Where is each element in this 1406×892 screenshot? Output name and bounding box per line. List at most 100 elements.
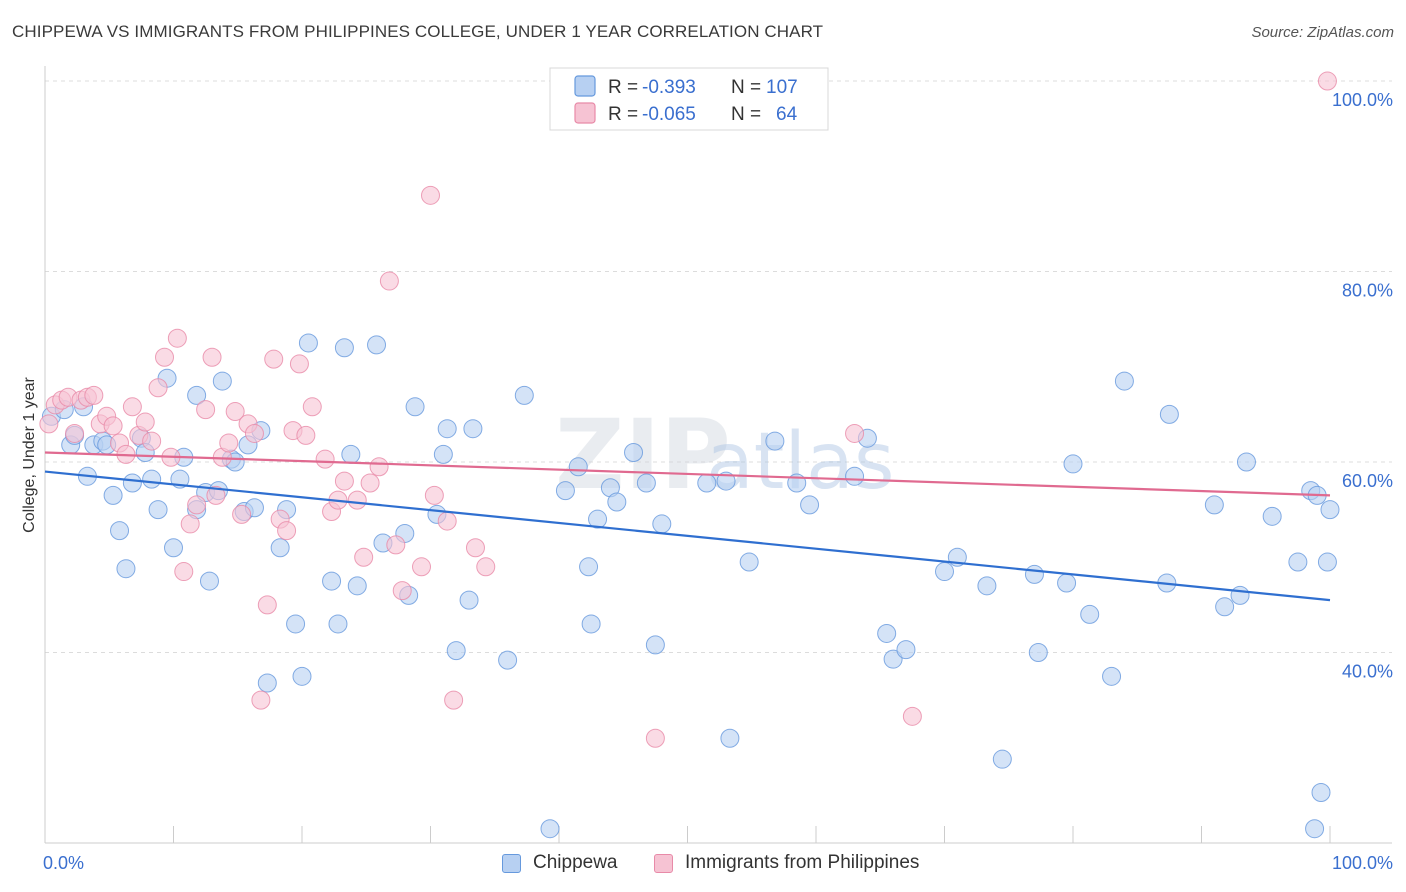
- data-point: [347, 576, 367, 596]
- data-point: [1262, 506, 1282, 526]
- legend-n-label-1: N =: [731, 77, 761, 98]
- y-tick-label: 100.0%: [1332, 90, 1393, 110]
- gridlines: [45, 80, 1392, 654]
- data-point: [164, 538, 183, 558]
- data-point: [1320, 500, 1340, 520]
- data-point: [902, 706, 922, 726]
- data-point: [636, 473, 656, 493]
- watermark-zip: ZIP: [555, 399, 731, 511]
- data-point: [219, 433, 239, 453]
- trend-lines: [44, 451, 1331, 602]
- data-point: [588, 509, 608, 529]
- data-point: [122, 473, 142, 493]
- legend-r-label-2: R =: [608, 104, 638, 125]
- data-point: [444, 690, 464, 710]
- data-point: [896, 640, 916, 660]
- data-point: [1305, 819, 1325, 839]
- data-point: [555, 481, 575, 501]
- data-point: [463, 419, 483, 439]
- legend-r-value-2: -0.065: [642, 104, 696, 125]
- series-philippines: [39, 71, 1337, 748]
- data-point: [296, 425, 316, 445]
- data-point: [315, 449, 335, 469]
- legend-r-label-1: R =: [608, 77, 638, 98]
- data-point: [174, 562, 194, 582]
- data-point: [1024, 564, 1044, 584]
- data-point: [65, 423, 85, 443]
- data-point: [568, 457, 588, 477]
- data-point: [392, 581, 412, 601]
- data-point: [39, 414, 59, 434]
- data-point: [424, 485, 444, 505]
- data-point: [251, 690, 271, 710]
- data-point: [1028, 643, 1048, 663]
- data-point: [289, 354, 309, 374]
- data-point: [302, 397, 322, 417]
- data-point: [122, 397, 142, 417]
- data-point: [1288, 552, 1308, 572]
- data-point: [652, 514, 672, 534]
- data-point: [347, 490, 367, 510]
- data-point: [514, 385, 534, 405]
- data-point: [1236, 452, 1256, 472]
- data-point: [199, 571, 219, 591]
- data-point: [607, 492, 627, 512]
- data-point: [739, 552, 759, 572]
- data-point: [437, 511, 457, 531]
- data-point: [298, 333, 318, 353]
- data-point: [225, 402, 245, 422]
- data-point: [142, 431, 162, 451]
- y-tick-label: 60.0%: [1342, 471, 1393, 491]
- data-point: [446, 641, 466, 661]
- data-point: [581, 614, 601, 634]
- legend-n-value-1: 107: [766, 77, 798, 98]
- legend-r-value-1: -0.393: [642, 77, 696, 98]
- data-point: [624, 443, 644, 462]
- data-point: [935, 562, 954, 582]
- data-point: [421, 185, 440, 205]
- data-point: [155, 347, 175, 367]
- data-point: [264, 349, 284, 369]
- data-point: [286, 614, 306, 634]
- scatter-points: [39, 71, 1340, 839]
- data-point: [845, 466, 865, 486]
- data-point: [187, 385, 207, 405]
- y-tick-label: 80.0%: [1342, 281, 1393, 301]
- legend-swatch-chippewa: [574, 75, 596, 97]
- data-point: [328, 614, 348, 634]
- philippines-legend-label: Immigrants from Philippines: [685, 852, 920, 873]
- data-point: [1114, 371, 1134, 391]
- data-point: [322, 571, 342, 591]
- data-point: [334, 338, 354, 358]
- data-point: [1230, 585, 1250, 605]
- data-point: [232, 504, 252, 524]
- legend-n-value-2: 64: [776, 104, 798, 125]
- data-point: [1317, 552, 1337, 572]
- data-point: [540, 819, 560, 839]
- bottom-legend-philippines: Immigrants from Philippines: [654, 852, 919, 874]
- data-point: [103, 416, 123, 436]
- data-point: [433, 444, 453, 464]
- data-point: [84, 385, 104, 405]
- data-point: [883, 649, 903, 669]
- data-point: [244, 423, 264, 443]
- data-point: [465, 538, 485, 558]
- data-point: [369, 457, 389, 477]
- data-point: [1317, 71, 1337, 91]
- data-point: [1057, 573, 1077, 593]
- data-point: [277, 521, 297, 541]
- data-point: [292, 666, 312, 686]
- data-point: [180, 514, 200, 534]
- data-point: [716, 471, 736, 491]
- data-point: [877, 623, 897, 643]
- series-chippewa: [41, 333, 1340, 839]
- data-point: [148, 500, 168, 520]
- data-point: [196, 400, 216, 420]
- chart-title: CHIPPEWA VS IMMIGRANTS FROM PHILIPPINES …: [12, 22, 824, 41]
- data-point: [405, 397, 425, 417]
- data-point: [360, 473, 380, 493]
- data-point: [167, 328, 187, 348]
- data-point: [257, 595, 277, 615]
- data-point: [579, 557, 599, 577]
